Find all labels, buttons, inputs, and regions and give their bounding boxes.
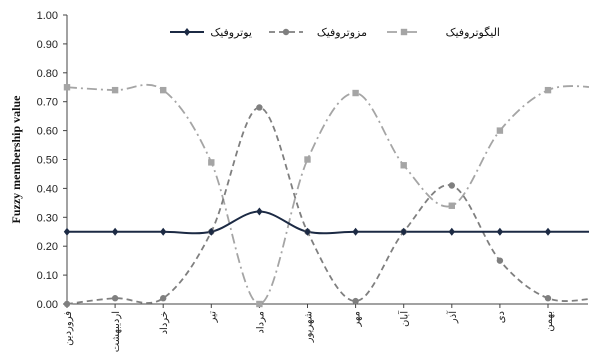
data-point-0	[400, 227, 407, 236]
y-axis-label: Fuzzy membership value	[9, 95, 23, 224]
y-tick-label: 0.50	[37, 155, 58, 167]
x-axis-ticks: فروردین اردیبهشت خرداد تیر مرداد شهریور مهر آبا…	[63, 304, 555, 352]
data-point-0	[256, 207, 263, 216]
series-markers	[63, 84, 552, 308]
data-point-1	[352, 297, 359, 305]
data-point-1	[160, 295, 167, 302]
legend: یوتروفیک مزوتروفیک الیگوتروفیک	[170, 26, 500, 39]
y-tick-label: 0.20	[37, 241, 58, 253]
legend-label: الیگوتروفیک	[446, 26, 500, 39]
y-tick-label: 0.70	[37, 97, 58, 109]
x-tick-label: آذر	[446, 310, 459, 324]
legend-marker	[400, 28, 408, 36]
data-point-0	[448, 227, 455, 236]
y-tick-label: 1.00	[37, 10, 58, 22]
data-point-0	[544, 227, 552, 236]
x-tick-label: بهمن	[544, 311, 555, 332]
x-tick-label: شهریور	[304, 311, 315, 343]
legend-label: یوتروفیک	[210, 26, 252, 39]
legend-label: مزوتروفیک	[317, 26, 367, 39]
data-point-2	[208, 159, 215, 166]
data-point-1	[256, 104, 263, 111]
data-point-0	[208, 227, 215, 236]
data-point-2	[544, 86, 552, 94]
data-point-2	[400, 162, 407, 169]
series-lines	[66, 83, 589, 305]
data-point-1	[544, 295, 552, 302]
data-point-2	[352, 89, 359, 97]
data-point-1	[111, 295, 119, 302]
y-tick-label: 0.80	[37, 68, 58, 80]
data-point-1	[448, 182, 455, 189]
data-point-0	[63, 227, 71, 236]
y-tick-label: 0.90	[37, 39, 58, 51]
data-point-0	[111, 227, 119, 236]
data-point-2	[111, 86, 119, 94]
x-tick-label: فروردین	[63, 311, 74, 346]
legend-marker	[183, 28, 191, 36]
data-point-1	[496, 257, 504, 264]
data-point-0	[352, 227, 359, 236]
x-tick-label: مهر	[352, 311, 363, 327]
data-point-0	[304, 227, 311, 236]
y-tick-label: 0.10	[37, 270, 58, 282]
y-tick-label: 0.40	[37, 183, 58, 195]
data-point-0	[496, 227, 504, 236]
data-point-2	[63, 84, 71, 91]
data-point-2	[256, 300, 263, 308]
series-line-1	[66, 106, 589, 305]
x-tick-label: مرداد	[255, 311, 266, 334]
x-tick-label: اردیبهشت	[111, 311, 122, 352]
x-tick-label: آبان	[398, 310, 411, 327]
data-point-0	[160, 227, 167, 236]
axes	[66, 15, 588, 305]
data-point-2	[448, 202, 455, 209]
x-tick-label: دی	[496, 311, 507, 323]
x-tick-label: خرداد	[159, 311, 170, 334]
data-point-1	[63, 300, 71, 308]
data-point-2	[160, 86, 167, 94]
y-tick-label: 0.60	[37, 126, 58, 138]
y-tick-label: 0.00	[37, 299, 58, 311]
y-axis-ticks: 0.00 0.10 0.20 0.30 0.40 0.50 0.60 0.70 0.80 0.90…	[37, 10, 67, 311]
series-line-0	[67, 210, 589, 235]
x-tick-label: تیر	[207, 311, 218, 324]
data-point-2	[496, 127, 504, 134]
data-point-2	[304, 156, 311, 163]
legend-marker	[282, 28, 290, 36]
y-tick-label: 0.30	[37, 212, 58, 224]
